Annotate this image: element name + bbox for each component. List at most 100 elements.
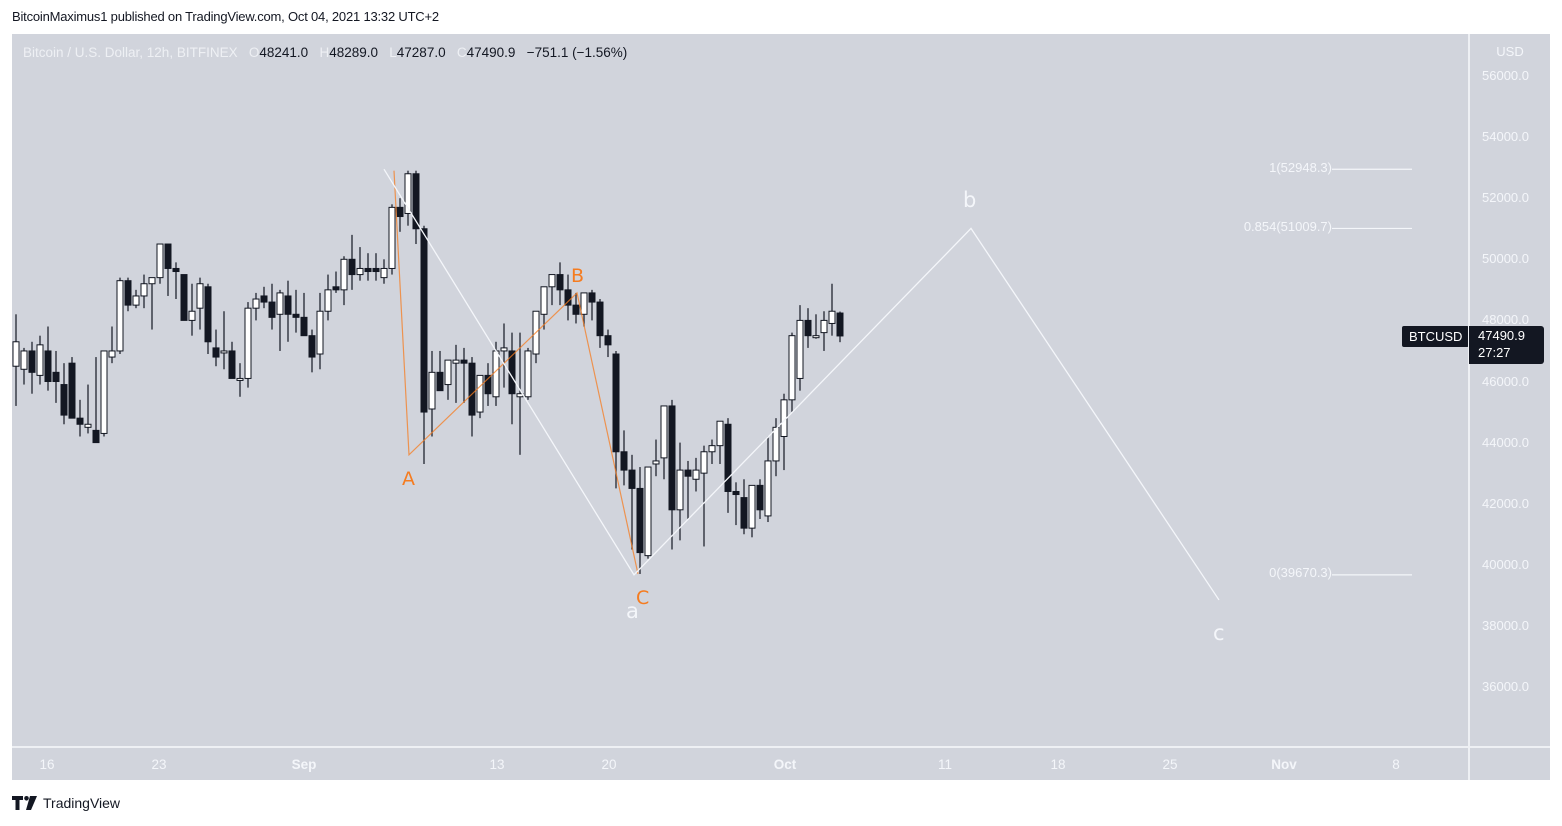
candle-down xyxy=(268,301,276,318)
candle-up xyxy=(716,420,724,447)
price-tick-label: 48000.0 xyxy=(1482,312,1529,328)
candle-down xyxy=(628,469,636,489)
wave-label-c: c xyxy=(1213,621,1225,645)
candle-up xyxy=(276,292,284,315)
white-wave-projection-line[interactable] xyxy=(383,168,1220,601)
time-tick-label: 8 xyxy=(1392,757,1400,772)
high-key: H xyxy=(319,45,330,60)
candle-down xyxy=(412,173,420,230)
candle-down xyxy=(620,451,628,471)
symbol-legend: Bitcoin / U.S. Dollar, 12h, BITFINEX O48… xyxy=(23,45,627,60)
open-value: 48241.0 xyxy=(259,45,309,60)
chart-frame: Bitcoin / U.S. Dollar, 12h, BITFINEX O48… xyxy=(12,34,1550,780)
candle-down xyxy=(300,316,308,337)
candle-up xyxy=(692,469,700,480)
wave-label-B: B xyxy=(571,265,585,287)
price-tick-label: 56000.0 xyxy=(1482,68,1529,83)
price-change: −751.1 (−1.56%) xyxy=(526,45,628,60)
fib-level-0-label: 0(39670.3) xyxy=(1269,565,1332,580)
candle-up xyxy=(380,267,388,279)
candle-up xyxy=(188,310,196,321)
low-key: L xyxy=(389,45,397,60)
candle-down xyxy=(564,289,572,306)
candle-up xyxy=(708,445,716,453)
time-axis[interactable]: 16 23 Sep 13 20 Oct 11 18 25 Nov 8 xyxy=(12,748,1468,780)
chart-plot-area[interactable]: Bitcoin / U.S. Dollar, 12h, BITFINEX O48… xyxy=(12,34,1470,746)
time-tick-label: 13 xyxy=(489,757,505,772)
candle-up xyxy=(812,335,820,339)
candle-up xyxy=(580,292,588,315)
price-tick-label: 50000.0 xyxy=(1482,251,1529,267)
candle-down xyxy=(612,353,620,453)
price-axis-unit: USD xyxy=(1496,44,1524,59)
wave-label-a: a xyxy=(626,599,639,623)
candle-up xyxy=(236,377,244,381)
candle-down xyxy=(204,286,212,343)
candle-down xyxy=(588,292,596,303)
time-tick-label: 23 xyxy=(151,757,167,772)
time-tick-label: 18 xyxy=(1050,757,1066,772)
time-tick-label: 25 xyxy=(1162,757,1178,772)
candle-down xyxy=(284,295,292,315)
wave-label-C: C xyxy=(636,587,650,609)
candle-down xyxy=(460,359,468,364)
price-tick-label: 52000.0 xyxy=(1482,190,1529,206)
candle-up xyxy=(452,359,460,364)
candle-down xyxy=(484,374,492,395)
candle-down xyxy=(228,350,236,379)
candle-down xyxy=(436,371,444,392)
price-tick-label: 36000.0 xyxy=(1482,679,1529,694)
orange-wave-line[interactable] xyxy=(393,170,639,575)
low-value: 47287.0 xyxy=(396,45,446,60)
candle-down xyxy=(76,417,84,425)
candle-up xyxy=(828,310,836,324)
candlestick-chart xyxy=(12,168,1412,601)
candle-up xyxy=(252,298,260,309)
candle-down xyxy=(308,335,316,358)
candle-up xyxy=(404,173,412,214)
candle-up xyxy=(20,350,28,370)
candle-down xyxy=(596,301,604,337)
candle-up xyxy=(116,280,124,352)
price-axis[interactable]: USD 56000.0 54000.0 52000.0 50000.0 48000.0 4… xyxy=(1470,34,1550,746)
candle-down xyxy=(292,313,300,318)
candle-down xyxy=(212,347,220,358)
tradingview-brand[interactable]: TradingView xyxy=(12,795,120,811)
price-tick-label: 44000.0 xyxy=(1482,434,1529,450)
candle-up xyxy=(700,451,708,474)
candle-down xyxy=(332,286,340,291)
candle-up xyxy=(444,359,452,386)
candle-down xyxy=(364,267,372,273)
candle-up xyxy=(796,319,804,379)
candle-down xyxy=(732,490,740,496)
candle-up xyxy=(676,469,684,511)
candle-down xyxy=(68,362,76,419)
candle-down xyxy=(836,312,844,337)
candle-down xyxy=(52,371,60,382)
candle-up xyxy=(108,350,116,358)
candle-up xyxy=(356,267,364,276)
candle-down xyxy=(756,484,764,511)
candle-down xyxy=(396,206,404,218)
candle-down xyxy=(556,274,564,291)
published-byline: BitcoinMaximus1 published on TradingView… xyxy=(12,9,439,24)
wave-label-A: A xyxy=(402,468,415,490)
time-tick-label: Oct xyxy=(773,757,797,772)
candle-down xyxy=(180,274,188,321)
price-tick-label: 40000.0 xyxy=(1482,556,1529,572)
candle-up xyxy=(476,374,484,413)
candle-up xyxy=(84,423,92,428)
close-value: 47490.9 xyxy=(466,45,516,60)
candle-down xyxy=(468,362,476,416)
candle-up xyxy=(772,426,780,462)
high-value: 48289.0 xyxy=(329,45,378,60)
candle-up xyxy=(500,347,508,352)
candle-up xyxy=(788,335,796,401)
candle-up xyxy=(820,319,828,334)
symbol-badge: BTCUSD xyxy=(1402,326,1470,347)
candle-up xyxy=(428,371,436,410)
candle-up xyxy=(764,460,772,517)
candle-up xyxy=(548,274,556,288)
last-price-badge: 47490.9 27:27 xyxy=(1469,326,1544,364)
candle-up xyxy=(492,350,500,398)
